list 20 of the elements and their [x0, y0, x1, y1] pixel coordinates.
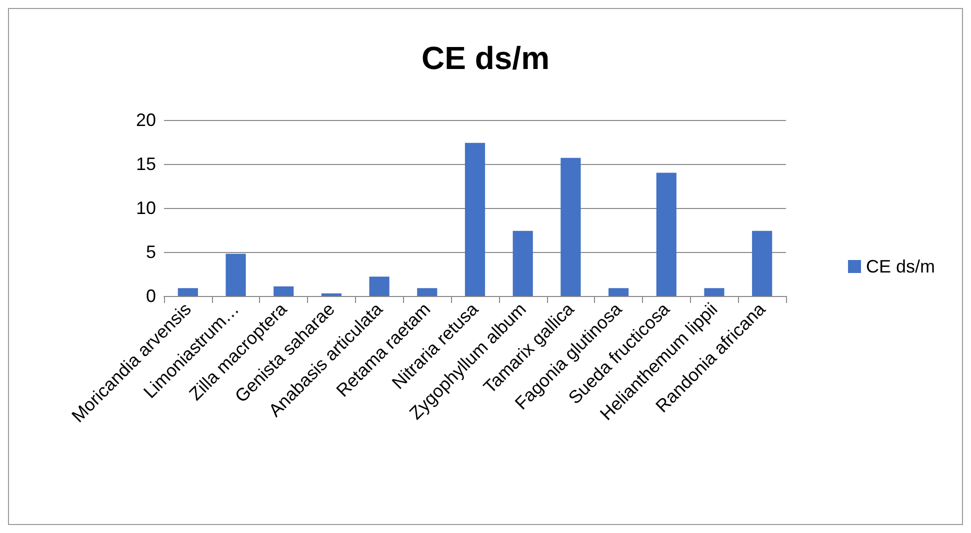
y-tick-label: 15 — [136, 154, 156, 174]
bar — [417, 288, 438, 296]
legend-label: CE ds/m — [866, 256, 936, 276]
y-tick-label: 0 — [146, 286, 156, 306]
bar — [704, 288, 724, 296]
bar — [178, 288, 198, 296]
bar — [274, 286, 294, 296]
bar — [752, 230, 772, 296]
y-tick-label: 5 — [146, 242, 156, 262]
bar — [560, 158, 581, 296]
bar — [226, 254, 246, 296]
bar — [321, 293, 342, 296]
bar — [464, 142, 486, 296]
y-tick-label: 20 — [136, 110, 156, 130]
y-tick-label: 10 — [136, 198, 156, 218]
bar — [608, 288, 629, 296]
bar — [656, 172, 676, 296]
bar — [369, 276, 390, 296]
chart-title: CE ds/m — [421, 40, 550, 76]
bar — [512, 230, 533, 296]
